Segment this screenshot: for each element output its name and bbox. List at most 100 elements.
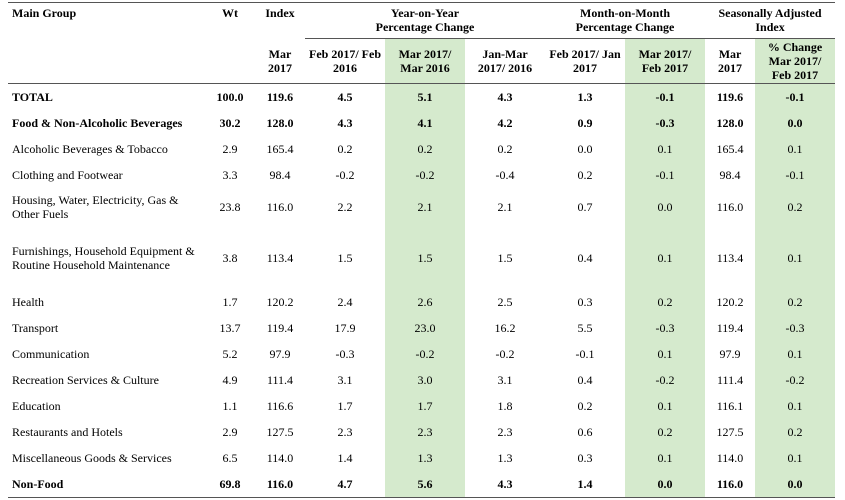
header-cell: Year-on-Year Percentage Change <box>305 2 545 39</box>
table-cell: 119.4 <box>266 321 294 335</box>
table-cell: 116.0 <box>266 200 294 214</box>
table-cell: 0.1 <box>755 393 836 419</box>
table-row: Miscellaneous Goods & Services 6.5 114.0 1.… <box>8 445 836 471</box>
table-cell: 116.0 <box>266 477 294 491</box>
row-label: Alcoholic Beverages & Tobacco <box>12 142 168 156</box>
table-cell: 119.6 <box>716 90 744 104</box>
table-cell: 127.5 <box>716 425 744 439</box>
table-cell: 116.1 <box>716 399 744 413</box>
table-cell: 0.2 <box>625 419 706 445</box>
table-row: Health 1.7 120.2 2.4 2.6 2.5 0.3 0.2 120.2 0.2 <box>8 289 836 315</box>
table-cell: 120.2 <box>716 295 744 309</box>
table-cell: 113.4 <box>716 250 744 265</box>
table-cell: 114.0 <box>266 451 294 465</box>
table-cell: 23.8 <box>219 200 241 214</box>
sub-header-cell: Jan-Mar 2017/ 2016 <box>477 47 533 75</box>
table-cell: 113.4 <box>266 250 294 265</box>
table-cell: 0.2 <box>577 168 593 182</box>
table-cell: 0.0 <box>755 471 836 498</box>
table-cell: 100.0 <box>216 90 244 104</box>
table-cell: 2.3 <box>337 425 353 439</box>
header-cell: Month-on-Month Percentage Change <box>545 2 706 39</box>
table-row: Education 1.1 116.6 1.7 1.7 1.8 0.2 0.1 116.1 0.1 <box>8 393 836 419</box>
sub-header-cell: Feb 2017/ Feb 2016 <box>309 47 381 75</box>
table-cell: -0.3 <box>755 315 836 341</box>
table-cell: 111.4 <box>266 373 294 387</box>
table-cell: 23.0 <box>385 315 465 341</box>
table-cell: 0.6 <box>577 425 593 439</box>
table-cell: 120.2 <box>266 295 294 309</box>
table-cell: 0.1 <box>625 445 706 471</box>
table-row: Recreation Services & Culture 4.9 111.4 3.1… <box>8 367 836 393</box>
row-label: Furnishings, Household Equipment & Routi… <box>12 243 195 272</box>
table-cell: 4.3 <box>497 90 513 104</box>
table-cell: -0.3 <box>625 110 706 136</box>
table-row: Communication 5.2 97.9 -0.3 -0.2 -0.2 -0.1 0.1 9… <box>8 341 836 367</box>
table-cell: -0.3 <box>335 347 355 361</box>
table-cell: 0.0 <box>625 188 706 226</box>
table-cell: 0.2 <box>337 142 353 156</box>
table-cell: 2.2 <box>337 200 353 214</box>
table-cell: -0.2 <box>335 168 355 182</box>
table-cell: 0.3 <box>577 451 593 465</box>
cpi-table: Main Group Wt Index Year-on-Year Percent… <box>8 2 836 498</box>
table-cell: 5.2 <box>222 347 238 361</box>
table-cell: 0.4 <box>577 250 593 265</box>
table-row: Food & Non-Alcoholic Beverages 30.2 128.0 4… <box>8 110 836 136</box>
table-cell: 119.6 <box>266 90 294 104</box>
table-cell: 128.0 <box>266 116 294 130</box>
table-cell: 2.5 <box>497 295 513 309</box>
table-cell: 2.3 <box>385 419 465 445</box>
table-cell: -0.3 <box>625 315 706 341</box>
table-cell: -0.2 <box>755 367 836 393</box>
table-cell: 165.4 <box>716 142 744 156</box>
table-cell: 2.3 <box>497 425 513 439</box>
table-cell: 3.1 <box>337 373 353 387</box>
table-cell: 13.7 <box>219 321 241 335</box>
row-label: Education <box>12 399 61 413</box>
table-cell: 17.9 <box>334 321 356 335</box>
row-label: Health <box>12 295 44 309</box>
table-header: Main Group Wt Index Year-on-Year Percent… <box>8 2 836 84</box>
sub-header-cell: Mar 2017 <box>718 47 743 75</box>
table-cell: 1.7 <box>222 295 238 309</box>
row-label: Miscellaneous Goods & Services <box>12 451 172 465</box>
table-cell: 0.3 <box>577 295 593 309</box>
table-cell: 0.0 <box>755 110 836 136</box>
table-cell: 3.0 <box>385 367 465 393</box>
table-cell: 0.1 <box>755 226 836 289</box>
header-cell: Index <box>265 6 295 20</box>
table-cell: 116.0 <box>716 477 744 491</box>
table-cell: 0.2 <box>497 142 513 156</box>
table-cell: 2.1 <box>385 188 465 226</box>
table-cell: 0.0 <box>577 142 593 156</box>
table-cell: 0.7 <box>577 200 593 214</box>
table-cell: 16.2 <box>494 321 516 335</box>
table-cell: 128.0 <box>716 116 744 130</box>
table-cell: 0.2 <box>577 399 593 413</box>
header-cell: Seasonally Adjusted Index <box>705 2 836 39</box>
sub-header-cell: Feb 2017/ Jan 2017 <box>549 47 621 75</box>
table-cell: 4.5 <box>337 90 353 104</box>
table-body: TOTAL 100.0 119.6 4.5 5.1 4.3 1.3 -0.1 119.6 -0.1… <box>8 83 836 498</box>
table-cell: 2.6 <box>385 289 465 315</box>
table-cell: 0.1 <box>625 136 706 162</box>
header-row: Main Group Wt Index Year-on-Year Percent… <box>8 2 836 39</box>
table-cell: 1.8 <box>497 399 513 413</box>
table-cell: -0.2 <box>385 341 465 367</box>
table-cell: 5.1 <box>385 83 465 110</box>
table-cell: -0.4 <box>495 168 515 182</box>
table-cell: 2.4 <box>337 295 353 309</box>
table-cell: 1.3 <box>577 90 593 104</box>
table-row: Alcoholic Beverages & Tobacco 2.9 165.4 0.2… <box>8 136 836 162</box>
sub-header-cell: Mar 2017/ Feb 2017 <box>625 38 706 84</box>
table-cell: 3.3 <box>222 168 238 182</box>
table-cell: 116.0 <box>716 200 744 214</box>
row-label: Non-Food <box>12 477 64 491</box>
table-cell: 1.4 <box>337 451 353 465</box>
table-row: Housing, Water, Electricity, Gas & Other… <box>8 188 836 226</box>
table-cell: 30.2 <box>219 116 241 130</box>
table-row: Furnishings, Household Equipment & Routi… <box>8 226 836 289</box>
row-label: TOTAL <box>12 90 53 104</box>
